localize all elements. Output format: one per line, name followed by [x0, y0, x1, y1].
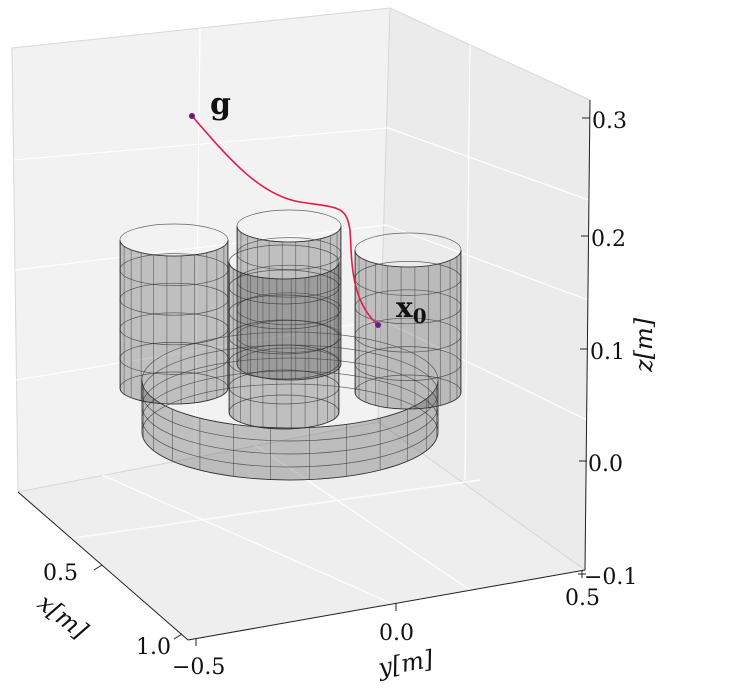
cylinder-band [236, 292, 342, 326]
y-axis-line [187, 569, 586, 641]
grid-line [464, 44, 471, 481]
cylinder-body [354, 249, 462, 410]
cylinder-band [119, 342, 229, 375]
grid [13, 27, 590, 606]
cylinder-band [228, 269, 340, 305]
y-tick-label: −0.5 [172, 655, 225, 680]
cylinder-band [236, 237, 342, 270]
z-axis-line [584, 99, 591, 571]
axis-lines [17, 99, 591, 641]
cylinder-band [141, 383, 439, 481]
y-tick-label: 0.5 [565, 586, 600, 611]
start-label-main: x [396, 291, 413, 324]
y-axis-label: y[m] [375, 645, 436, 682]
cylinder-band [228, 344, 340, 380]
obstacle-ring [141, 331, 439, 481]
start-point [375, 322, 381, 328]
cylinder-band [119, 253, 229, 286]
grid-line [254, 444, 471, 591]
grid-line [13, 127, 389, 161]
obstacle-cylinder [228, 244, 340, 430]
cylinder-band [354, 261, 462, 296]
y-tick-label: 0.0 [379, 621, 414, 646]
obstacles [119, 209, 462, 481]
axis-ticks [93, 117, 590, 646]
cylinder-band [236, 347, 342, 381]
cylinder-band [228, 294, 340, 330]
z-tick-label: 0.2 [591, 227, 626, 252]
x-axis-line [17, 491, 189, 641]
grid-line [385, 224, 589, 301]
cylinder-band [119, 282, 229, 316]
grid-line [14, 224, 387, 271]
cylinder-band [228, 394, 340, 430]
obstacle-cylinder [354, 232, 462, 410]
z-axis-label: z[m] [630, 317, 658, 373]
grid-line [59, 479, 481, 541]
x-axis-label: x[m] [32, 589, 93, 645]
cylinder-band [354, 289, 462, 325]
x-tick [93, 564, 103, 571]
start-label-sub: 0 [413, 304, 427, 328]
cylinder-band [354, 317, 462, 353]
obstacle-cylinder [119, 223, 229, 405]
z-tick-label: −0.1 [584, 565, 637, 590]
grid-line [101, 474, 396, 606]
cylinder-band [354, 374, 462, 410]
cylinder-body [119, 239, 229, 405]
z-tick-label: 0.0 [588, 452, 623, 477]
cylinder-band [236, 209, 342, 243]
cylinder-band [119, 223, 229, 257]
cylinder-band [354, 346, 462, 381]
cylinder-band [228, 369, 340, 405]
grid-line [15, 319, 383, 381]
grid-line [194, 27, 201, 459]
cylinder-band [228, 319, 340, 355]
grid-line [381, 319, 588, 421]
x-tick-label: 0.5 [43, 561, 78, 586]
goal-point [189, 113, 195, 119]
trajectory-line [191, 115, 379, 326]
cylinder-band [354, 232, 462, 268]
z-tick-label: 0.3 [592, 109, 627, 134]
grid-line [387, 127, 590, 201]
cylinder-band [141, 370, 439, 468]
cylinder-band [119, 371, 229, 405]
start-label: x0 [396, 291, 427, 328]
cylinder-band [228, 244, 340, 280]
axes-panes [11, 7, 591, 641]
cylinder-band [119, 312, 229, 346]
cylinder-band [236, 264, 342, 298]
cylinder-band [141, 331, 439, 429]
goal-label: g [210, 87, 231, 122]
x-tick [173, 633, 183, 640]
z-tick-label: 0.1 [590, 340, 625, 365]
x-tick-label: 1.0 [136, 635, 171, 660]
